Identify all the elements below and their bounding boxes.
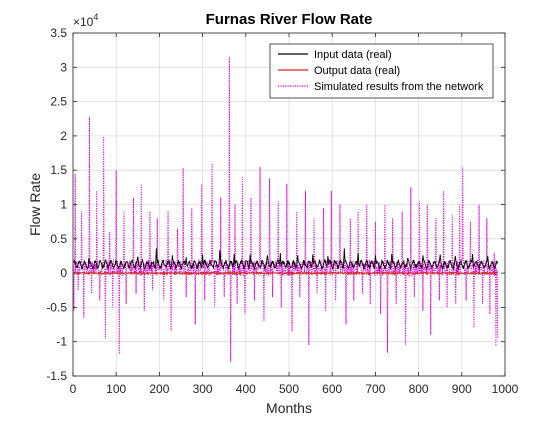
legend: Input data (real) Output data (real) Sim… bbox=[269, 43, 494, 99]
x-tick-label-3: 300 bbox=[193, 382, 213, 396]
y-tick-label-8: 2.5 bbox=[50, 95, 67, 109]
x-tick-label-0: 0 bbox=[70, 382, 77, 396]
x-tick-label-8: 800 bbox=[409, 382, 429, 396]
series-lines bbox=[72, 57, 499, 363]
y-tick-label-9: 3 bbox=[60, 60, 67, 74]
axis-ticks: 0 100 200 300 400 500 600 700 800 900 1000 -1.5 -1 -0… bbox=[46, 26, 518, 396]
legend-entry-output: Output data (real) bbox=[314, 65, 400, 77]
x-tick-label-6: 600 bbox=[322, 382, 342, 396]
y-axis-label: Flow Rate bbox=[27, 173, 43, 236]
y-tick-label-6: 1.5 bbox=[50, 163, 67, 177]
y-tick-label-0: -1.5 bbox=[46, 369, 67, 383]
y-tick-label-5: 1 bbox=[60, 198, 67, 212]
y-tick-label-4: 0.5 bbox=[50, 232, 67, 246]
x-axis-label: Months bbox=[266, 400, 312, 416]
series-line-1 bbox=[72, 270, 499, 276]
series-line-0 bbox=[72, 248, 499, 271]
legend-entry-input: Input data (real) bbox=[314, 49, 392, 61]
y-tick-label-7: 2 bbox=[60, 129, 67, 143]
legend-entry-simulated: Simulated results from the network bbox=[314, 81, 484, 93]
y-axis-exponent: ×104 bbox=[73, 12, 98, 29]
x-tick-label-4: 400 bbox=[236, 382, 256, 396]
x-tick-label-1: 100 bbox=[106, 382, 126, 396]
y-tick-label-1: -1 bbox=[56, 335, 67, 349]
x-tick-label-7: 700 bbox=[365, 382, 385, 396]
x-tick-label-5: 500 bbox=[279, 382, 299, 396]
x-tick-label-9: 900 bbox=[452, 382, 472, 396]
y-tick-label-2: -0.5 bbox=[46, 300, 67, 314]
x-tick-label-2: 200 bbox=[149, 382, 169, 396]
legend-box bbox=[269, 43, 494, 99]
x-tick-label-10: 1000 bbox=[492, 382, 519, 396]
y-tick-label-10: 3.5 bbox=[50, 26, 67, 40]
y-tick-label-3: 0 bbox=[60, 266, 67, 280]
chart-title: Furnas River Flow Rate bbox=[206, 11, 373, 28]
